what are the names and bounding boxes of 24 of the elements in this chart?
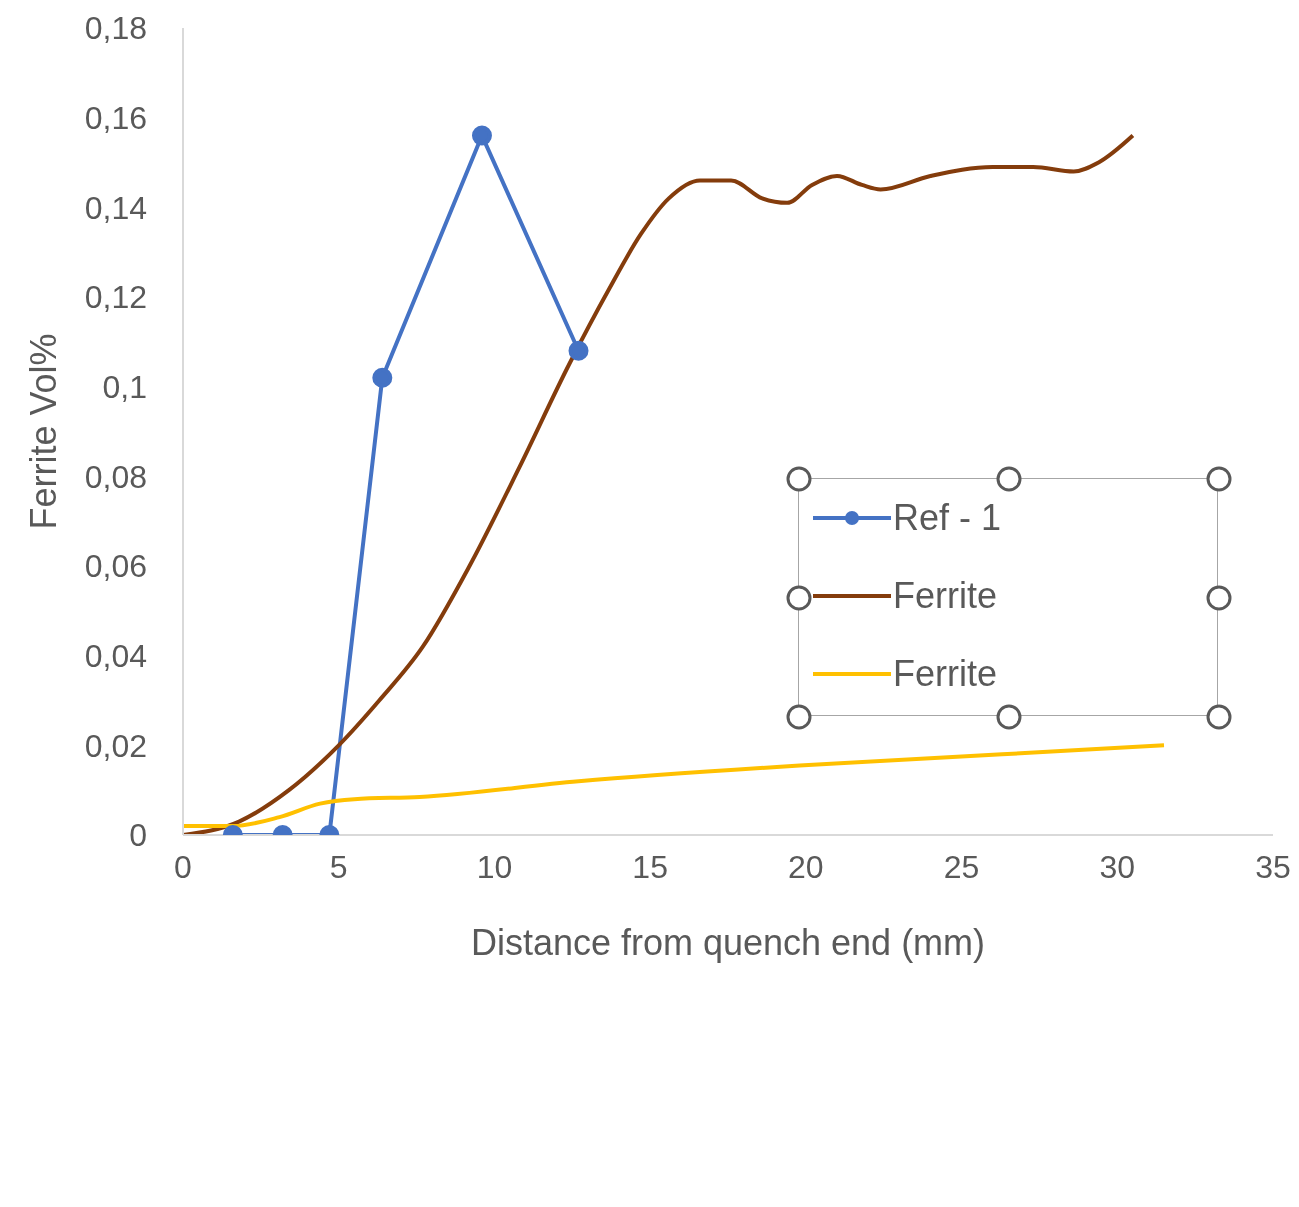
legend-label: Ferrite (893, 575, 998, 617)
y-tick-label: 0,02 (84, 727, 147, 764)
y-tick-label: 0,04 (84, 638, 147, 675)
y-tick-label: 0,18 (84, 10, 147, 47)
y-tick-label: 0,08 (84, 458, 147, 495)
y-axis-title: Ferrite Vol% (22, 333, 64, 530)
x-axis-title: Distance from quench end (mm) (470, 922, 986, 963)
x-tick-label: 20 (788, 848, 824, 885)
y-tick-label: 0,16 (84, 100, 147, 137)
x-tick-label: 25 (943, 848, 980, 885)
x-tick-label: 35 (1255, 848, 1291, 885)
y-tick-label: 0 (129, 817, 147, 854)
x-tick-label: 10 (476, 848, 513, 885)
x-tick-label: 30 (1099, 848, 1136, 885)
y-tick-label: 0,12 (84, 279, 147, 316)
x-tick-label: 0 (174, 848, 192, 885)
y-tick-label: 0,06 (84, 548, 147, 585)
legend-label: Ferrite (893, 653, 998, 695)
x-tick-label: 15 (632, 848, 668, 885)
legend-label: Ref - 1 (893, 497, 1002, 539)
y-tick-label: 0,1 (102, 369, 147, 406)
x-tick-label: 5 (329, 848, 348, 885)
line-series (183, 133, 1135, 835)
y-tick-label: 0,14 (84, 189, 147, 226)
